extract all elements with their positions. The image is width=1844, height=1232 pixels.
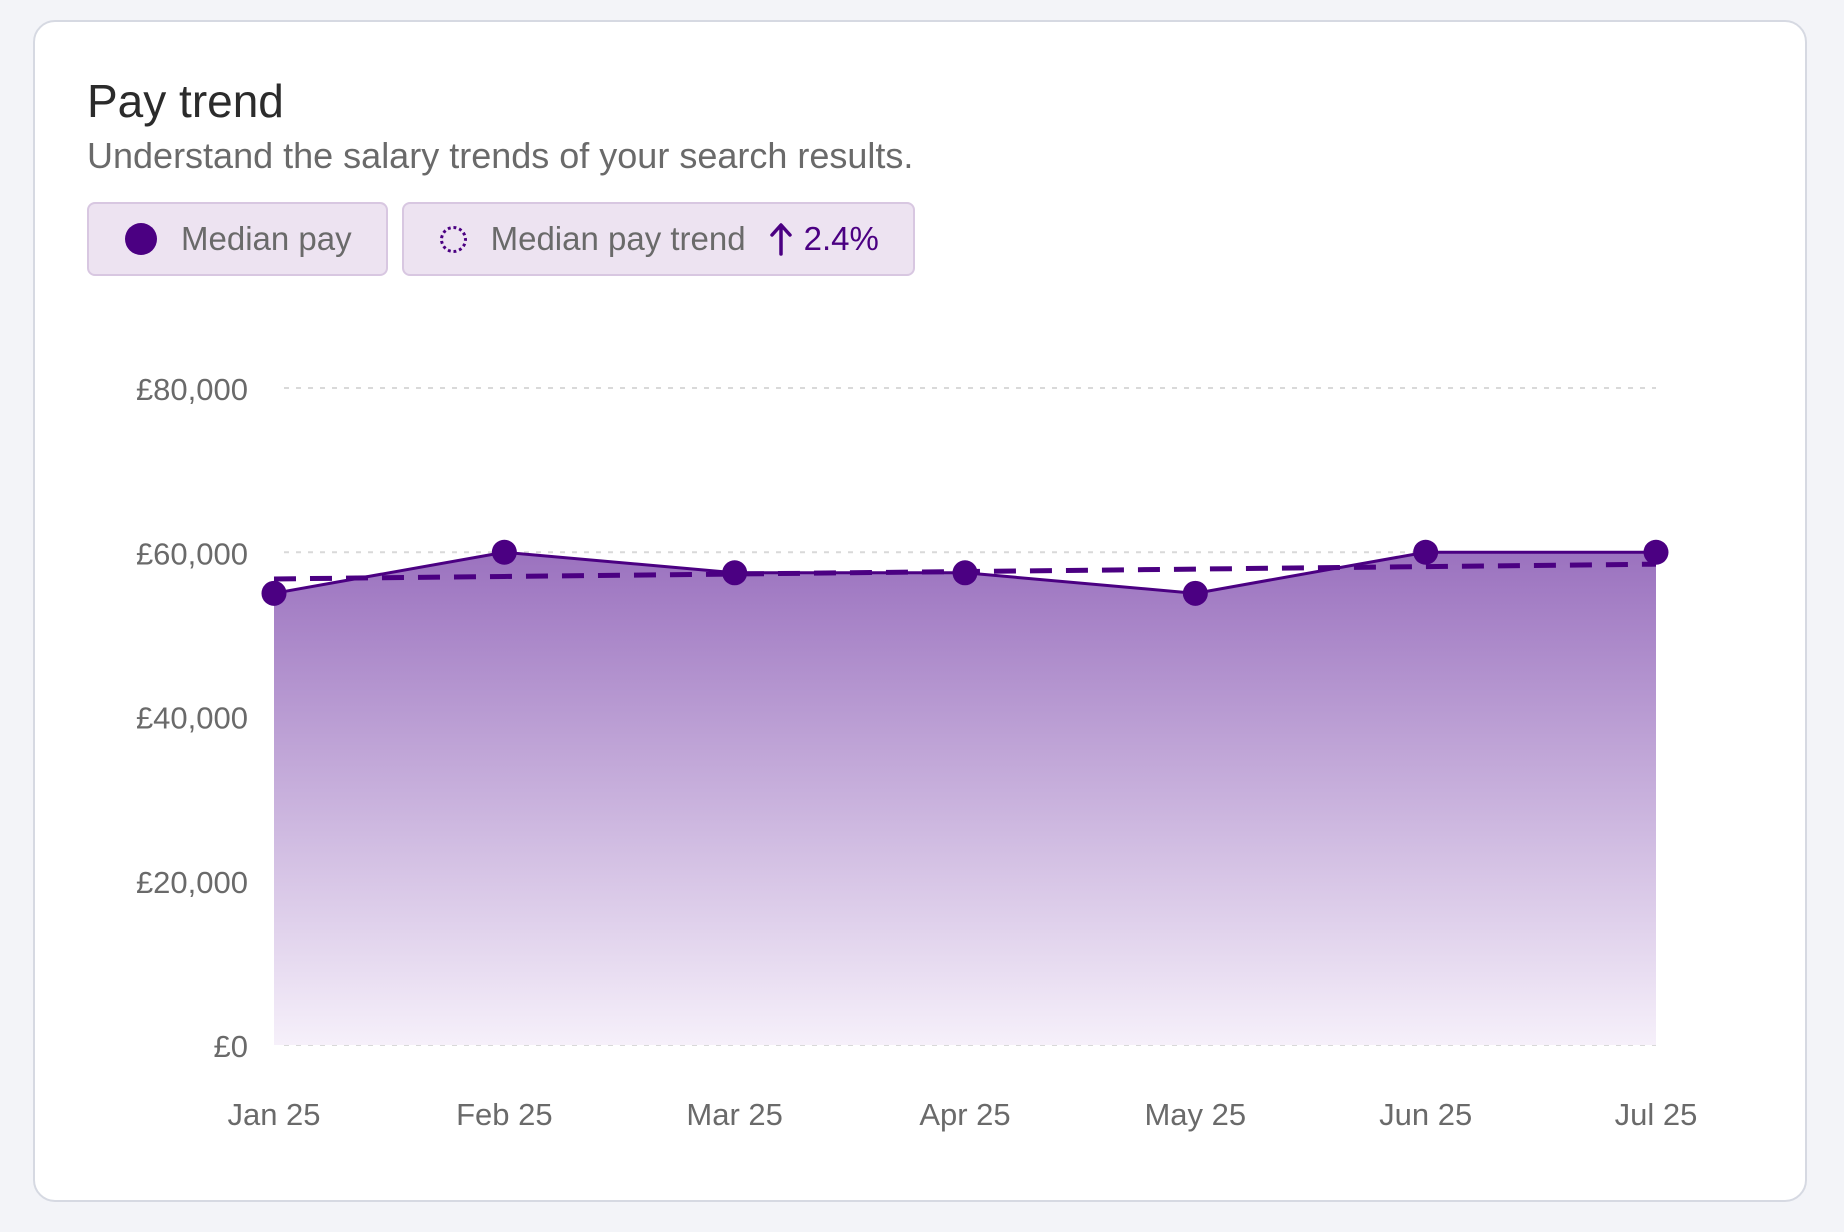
median-pay-point bbox=[1643, 539, 1669, 565]
x-tick-label: May 25 bbox=[1144, 1097, 1246, 1132]
x-tick-label: Jul 25 bbox=[1615, 1097, 1698, 1132]
legend-median-pay-trend[interactable]: Median pay trend 2.4% bbox=[401, 202, 915, 276]
median-pay-point bbox=[491, 539, 517, 565]
y-tick-label: £20,000 bbox=[136, 865, 248, 900]
card-title: Pay trend bbox=[87, 75, 284, 127]
arrow-up-icon bbox=[769, 222, 792, 256]
chart-legend: Median pay Median pay trend 2.4% bbox=[87, 202, 915, 276]
legend-trend-label: Median pay trend bbox=[490, 220, 746, 257]
y-tick-label: £40,000 bbox=[136, 701, 248, 736]
x-tick-label: Apr 25 bbox=[919, 1097, 1010, 1132]
median-pay-point bbox=[261, 580, 287, 606]
legend-median-pay-label: Median pay bbox=[181, 220, 352, 257]
solid-dot-icon bbox=[125, 223, 157, 255]
median-pay-point bbox=[952, 560, 978, 586]
median-pay-point bbox=[722, 560, 748, 586]
y-tick-label: £60,000 bbox=[136, 536, 248, 571]
median-pay-point bbox=[1182, 580, 1208, 606]
legend-median-pay[interactable]: Median pay bbox=[87, 202, 388, 276]
dashed-circle-icon bbox=[439, 225, 467, 253]
y-tick-label: £0 bbox=[214, 1029, 248, 1064]
median-pay-point bbox=[1413, 539, 1439, 565]
x-tick-label: Feb 25 bbox=[456, 1097, 553, 1132]
x-tick-label: Mar 25 bbox=[686, 1097, 782, 1132]
median-pay-area bbox=[274, 552, 1656, 1045]
trend-change-value: 2.4% bbox=[803, 220, 879, 257]
y-tick-label: £80,000 bbox=[136, 372, 248, 407]
x-tick-label: Jun 25 bbox=[1379, 1097, 1472, 1132]
card-subtitle: Understand the salary trends of your sea… bbox=[87, 135, 914, 176]
x-tick-label: Jan 25 bbox=[227, 1097, 320, 1132]
